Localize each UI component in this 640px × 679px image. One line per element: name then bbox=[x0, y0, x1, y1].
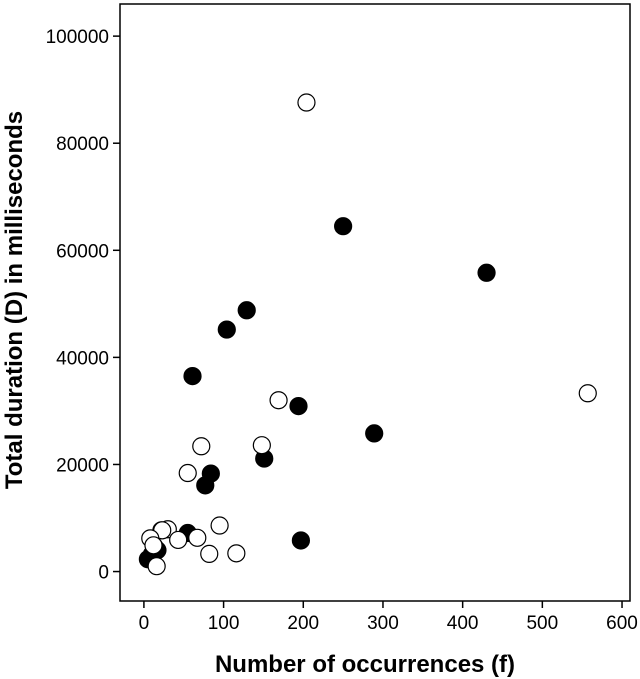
data-point-open bbox=[147, 557, 166, 576]
data-point-open bbox=[578, 384, 597, 403]
data-point-filled bbox=[183, 367, 202, 386]
data-point-open bbox=[192, 437, 211, 456]
data-point-open bbox=[227, 544, 246, 563]
x-tick-label: 200 bbox=[287, 613, 319, 634]
axis-ticks: 0 100 200 300 400 500 600 0 20000 40000 60000 80000… bbox=[46, 27, 638, 634]
data-point-open bbox=[269, 391, 288, 410]
x-tick-label: 400 bbox=[447, 613, 479, 634]
x-tick-label: 600 bbox=[606, 613, 638, 634]
axes bbox=[119, 3, 631, 602]
y-tick-label: 100000 bbox=[46, 27, 109, 48]
data-point-filled bbox=[334, 217, 353, 236]
data-point-filled bbox=[365, 424, 384, 443]
data-point-open bbox=[200, 544, 219, 563]
x-tick-label: 300 bbox=[367, 613, 399, 634]
plot-frame bbox=[119, 3, 631, 602]
x-tick-label: 0 bbox=[139, 613, 150, 634]
y-axis-title: Total duration (D) in milliseconds bbox=[1, 111, 28, 489]
data-point-open bbox=[297, 93, 316, 112]
data-point-filled bbox=[217, 320, 236, 339]
data-point-filled bbox=[477, 263, 496, 282]
y-tick-label: 0 bbox=[98, 563, 109, 584]
x-axis-title: Number of occurrences (f) bbox=[215, 651, 515, 678]
data-point-filled bbox=[237, 301, 256, 320]
data-point-open bbox=[188, 528, 207, 547]
data-point-filled bbox=[196, 476, 215, 495]
data-point-open bbox=[169, 530, 188, 550]
x-tick-label: 500 bbox=[526, 613, 558, 634]
data-point-filled bbox=[291, 531, 310, 550]
data-point-open bbox=[252, 436, 271, 455]
y-tick-label: 40000 bbox=[56, 348, 109, 369]
data-point-filled bbox=[289, 397, 308, 416]
x-tick-label: 100 bbox=[208, 613, 240, 634]
y-tick-label: 60000 bbox=[56, 241, 109, 262]
y-tick-label: 20000 bbox=[56, 455, 109, 476]
data-point-open bbox=[178, 463, 197, 483]
data-points bbox=[138, 93, 597, 576]
data-point-open bbox=[210, 516, 229, 535]
y-tick-label: 80000 bbox=[56, 134, 109, 155]
data-point-open bbox=[144, 536, 163, 555]
